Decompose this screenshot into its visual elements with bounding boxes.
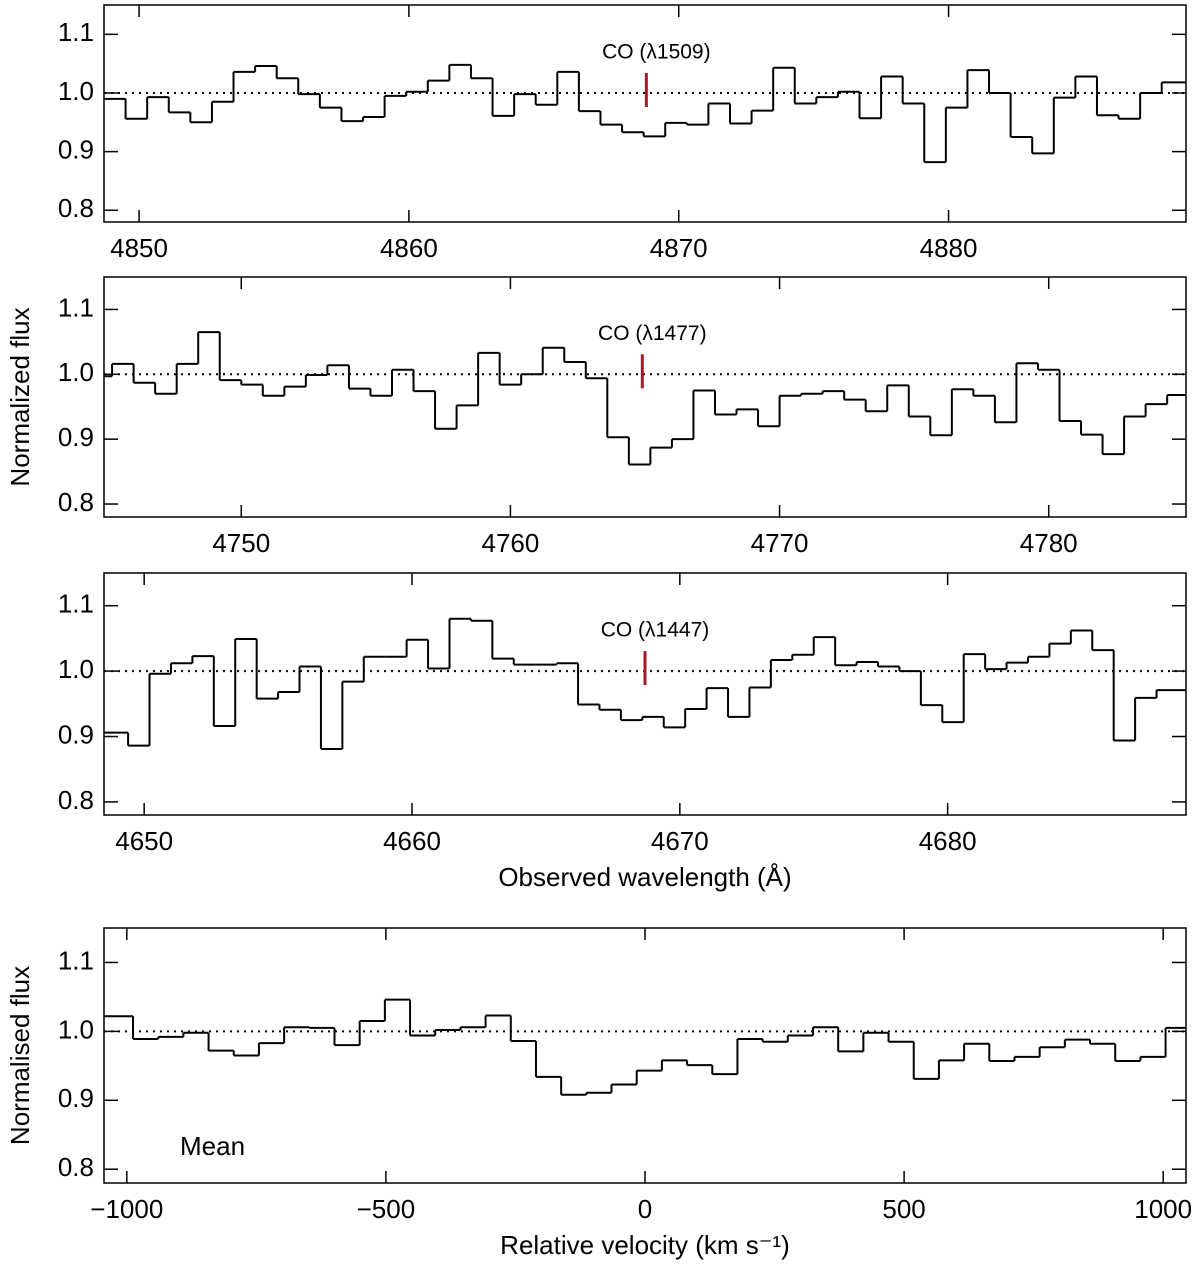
y-tick-label: 1.0 [58,357,94,387]
y-tick-label: 0.8 [58,785,94,815]
x-tick-label: 4670 [651,826,709,856]
x-axis-label: Observed wavelength (Å) [498,862,791,892]
x-axis-label: Relative velocity (km s⁻¹) [500,1230,790,1260]
line-label: CO (λ1477) [598,322,707,345]
x-tick-label: 4880 [920,233,978,263]
x-tick-label: 0 [638,1194,652,1224]
y-tick-label: 0.8 [58,1152,94,1182]
x-tick-label: 4770 [751,528,809,558]
y-tick-label: 0.8 [58,487,94,517]
y-tick-label: 0.9 [58,719,94,749]
line-label: CO (λ1447) [601,619,710,642]
x-tick-label: 4680 [919,826,977,856]
y-tick-label: 0.8 [58,193,94,223]
x-tick-label: −1000 [90,1194,163,1224]
plot-frame [103,927,1187,1184]
y-tick-label: 1.1 [58,17,94,47]
x-tick-label: 500 [882,1194,925,1224]
x-tick-label: 4650 [115,826,173,856]
y-tick-label: 0.9 [58,134,94,164]
y-tick-label: 1.0 [58,76,94,106]
x-tick-label: 4750 [212,528,270,558]
x-tick-label: 4870 [650,233,708,263]
x-tick-label: 4660 [383,826,441,856]
y-tick-label: 0.9 [58,1083,94,1113]
plot-frame [103,4,1187,223]
annotation: Mean [180,1131,245,1161]
x-tick-label: 4850 [110,233,168,263]
x-tick-label: 4860 [380,233,438,263]
x-tick-label: 1000 [1134,1194,1192,1224]
x-tick-label: −500 [357,1194,416,1224]
line-label: CO (λ1509) [602,41,711,64]
y-tick-label: 0.9 [58,422,94,452]
y-tick-label: 1.1 [58,945,94,975]
plot-frame [103,572,1187,816]
y-axis-label: Normalised flux [5,966,35,1145]
y-tick-label: 1.0 [58,654,94,684]
y-tick-label: 1.0 [58,1014,94,1044]
y-tick-label: 1.1 [58,589,94,619]
y-tick-label: 1.1 [58,292,94,322]
x-tick-label: 4760 [482,528,540,558]
plot-frame [103,276,1187,518]
y-axis-label: Normalized flux [5,307,35,486]
x-tick-label: 4780 [1020,528,1078,558]
